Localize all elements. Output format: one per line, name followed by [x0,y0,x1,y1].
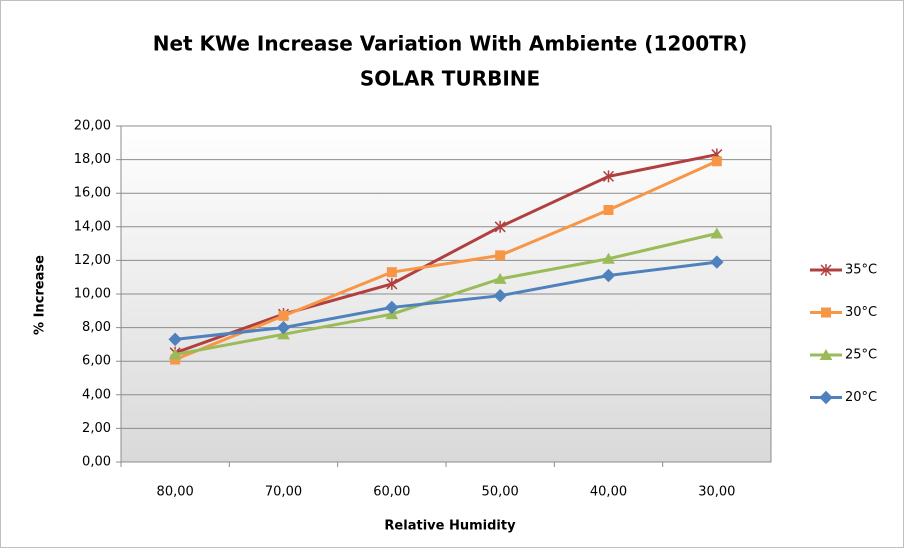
data-point [276,320,291,335]
x-tick-label: 50,00 [482,485,519,500]
series-line [174,159,718,361]
chart-subtitle: SOLAR TURBINE [360,67,540,91]
data-point [601,268,616,283]
data-point [602,170,615,183]
y-tick-label: 20,00 [74,119,111,134]
x-tick-label: 70,00 [265,485,302,500]
x-axis-title: Relative Humidity [384,519,516,534]
x-tick-label: 40,00 [590,485,627,500]
legend-marker [819,390,833,405]
y-tick-label: 0,00 [82,455,111,470]
legend-label: 35°C [845,263,877,278]
series-line [174,153,718,355]
data-point [386,267,397,278]
y-tick-label: 6,00 [82,354,111,369]
data-point [603,205,614,215]
data-point [168,332,182,347]
data-point [385,300,399,315]
data-point [710,255,724,269]
data-point [493,272,507,284]
x-tick-label: 30,00 [698,485,735,500]
series-line [175,260,718,341]
y-tick-label: 12,00 [74,253,111,268]
legend-label: 20°C [845,390,877,405]
y-tick-label: 14,00 [74,219,111,234]
legend-label: 25°C [845,348,877,363]
legend-label: 30°C [845,305,877,320]
data-point [602,252,615,264]
chart-title: Net KWe Increase Variation With Ambiente… [153,32,748,56]
legend-marker [819,349,833,360]
y-tick-label: 4,00 [82,387,111,402]
x-tick-label: 60,00 [373,485,410,500]
data-point [711,156,722,167]
data-point [494,220,506,233]
y-tick-label: 10,00 [74,287,111,302]
y-axis-title: % Increase [33,255,48,335]
data-point [168,348,182,360]
y-tick-label: 18,00 [74,152,111,167]
x-tick-label: 80,00 [157,485,194,500]
data-point [278,310,289,321]
data-point [710,227,724,239]
y-tick-label: 16,00 [74,186,111,201]
data-point [386,277,398,290]
legend-marker [821,307,831,318]
data-point [495,250,506,261]
series-line [174,232,718,356]
y-tick-label: 2,00 [82,421,111,436]
y-tick-label: 8,00 [82,320,111,335]
data-point [493,288,507,303]
legend-marker [820,264,832,276]
